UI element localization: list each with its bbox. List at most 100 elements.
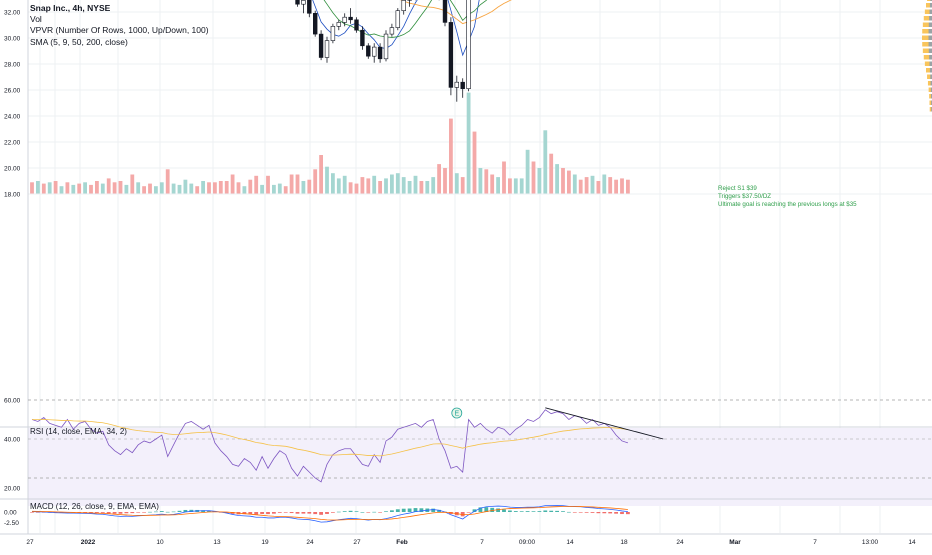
price-tick-label: 24.00 (4, 114, 21, 121)
candle-body (325, 41, 329, 58)
volume-bar (278, 184, 282, 194)
volume-bar (543, 130, 547, 193)
candle-body (372, 47, 376, 56)
volume-bar (166, 169, 170, 193)
volume-bar (219, 181, 223, 194)
time-tick-label: Mar (729, 539, 741, 546)
macd-histogram-bar (514, 511, 518, 512)
volume-bar (579, 180, 583, 194)
legend-sma[interactable]: SMA (5, 9, 50, 200, close) (30, 37, 209, 48)
volume-bar (213, 182, 217, 193)
volume-bar (608, 177, 612, 193)
volume-bar (431, 177, 435, 193)
rsi-pane-background (28, 428, 932, 506)
candle-body (378, 47, 382, 59)
legend-volume[interactable]: Vol (30, 14, 209, 25)
price-tick-label: 18.00 (4, 192, 21, 199)
time-tick-label: 10 (156, 539, 164, 546)
volume-bar (160, 182, 164, 193)
price-axis-ticks: 52.0050.0048.0046.0044.0042.0040.0038.00… (4, 0, 21, 199)
volume-bar (591, 176, 595, 194)
macd-histogram-bar (591, 512, 595, 513)
macd-histogram-bar (585, 512, 589, 513)
macd-histogram-bar (355, 511, 359, 512)
volume-bar (467, 93, 471, 194)
time-tick-label: 14 (908, 539, 916, 546)
volume-bar (89, 185, 93, 194)
volume-bar (349, 182, 353, 193)
candle-body (313, 13, 317, 34)
vpvr-profile (914, 0, 932, 112)
macd-histogram-bar (402, 509, 406, 512)
time-tick-label: 13 (213, 539, 221, 546)
macd-histogram-bar (343, 511, 347, 512)
volume-bar (361, 177, 365, 193)
macd-histogram-bar (284, 512, 288, 513)
legend-symbol[interactable]: Snap Inc., 4h, NYSE (30, 3, 209, 14)
annotation-line-1: Reject S1 $39 (718, 185, 857, 193)
volume-bar (272, 185, 276, 194)
macd-histogram-bar (107, 512, 111, 513)
volume-bar (178, 185, 182, 194)
volume-bar (225, 181, 229, 194)
price-tick-label: 30.00 (4, 36, 21, 43)
volume-bar (620, 178, 624, 193)
volume-bar (313, 169, 317, 193)
time-tick-label: 27 (26, 539, 34, 546)
volume-bar (71, 185, 75, 194)
volume-bar (597, 181, 601, 194)
macd-histogram-bar (178, 511, 182, 512)
macd-histogram-bar (390, 510, 394, 512)
candle-body (307, 0, 311, 13)
volume-bar (390, 175, 394, 194)
macd-histogram-bar (254, 512, 258, 514)
volume-bar (189, 184, 193, 194)
candle-body (349, 17, 353, 20)
macd-histogram-bar (467, 512, 471, 513)
volume-bar (60, 186, 64, 193)
volume-bar (130, 175, 134, 194)
macd-histogram-bar (549, 511, 553, 512)
rsi-label[interactable]: RSI (14, close, EMA, 34, 2) (30, 427, 127, 436)
volume-bar (248, 180, 252, 194)
macd-histogram-bar (378, 512, 382, 513)
macd-label[interactable]: MACD (12, 26, close, 9, EMA, EMA) (30, 502, 159, 511)
rsi-tick-label: 60.00 (4, 398, 21, 405)
macd-histogram-bar (130, 512, 134, 513)
macd-histogram-bar (136, 512, 140, 513)
candle-body (461, 82, 465, 89)
macd-histogram-bar (154, 512, 158, 513)
volume-bar (30, 182, 34, 193)
candle-body (361, 30, 365, 46)
macd-histogram-bar (148, 512, 152, 513)
volume-bar (125, 185, 129, 194)
annotation-line-3: Ultimate goal is reaching the previous l… (718, 201, 857, 209)
volume-bar (195, 186, 199, 193)
macd-histogram-bar (602, 512, 606, 513)
macd-histogram-bar (555, 511, 559, 512)
volume-bar (443, 168, 447, 194)
candle-body (467, 0, 471, 89)
volume-bar (66, 182, 70, 193)
legend-vpvr[interactable]: VPVR (Number Of Rows, 1000, Up/Down, 100… (30, 25, 209, 36)
macd-histogram-bar (278, 512, 282, 513)
macd-histogram-bar (573, 512, 577, 513)
time-tick-label: 18 (620, 539, 628, 546)
macd-histogram-bar (361, 512, 365, 513)
volume-bar (414, 176, 418, 194)
candle-body (331, 26, 335, 40)
volume-bar (408, 181, 412, 194)
macd-histogram-bar (520, 511, 524, 512)
macd-histogram-bar (597, 512, 601, 513)
volume-bar (136, 182, 140, 193)
price-tick-label: 22.00 (4, 140, 21, 147)
volume-bar (514, 178, 518, 193)
volume-bar (331, 173, 335, 193)
volume-bar (307, 180, 311, 194)
macd-histogram-bar (119, 512, 123, 514)
volume-bar (201, 181, 205, 194)
macd-histogram-bar (260, 512, 264, 514)
